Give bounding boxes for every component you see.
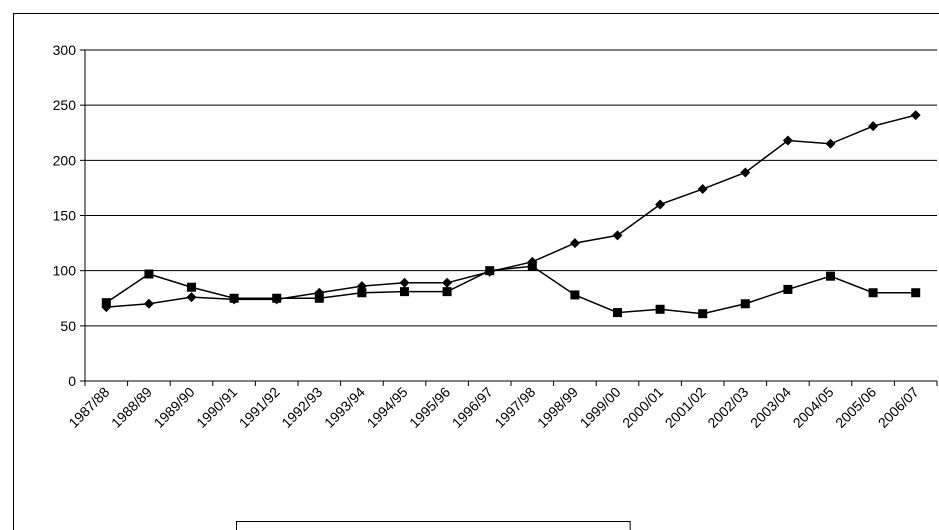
x-tick-label: 1994/95 [364, 384, 411, 431]
x-tick-label: 1993/94 [321, 384, 368, 431]
x-tick-label: 2005/06 [832, 384, 879, 431]
marker-diamond [442, 277, 453, 288]
marker-diamond [186, 292, 197, 303]
y-tick-label: 0 [68, 373, 76, 389]
x-tick-label: 1995/96 [406, 384, 453, 431]
marker-diamond [655, 199, 666, 210]
x-tick-label: 2002/03 [704, 384, 751, 431]
marker-square [613, 308, 622, 318]
marker-square [698, 309, 708, 319]
series-line [106, 114, 916, 308]
legend-box [236, 521, 631, 530]
marker-square [783, 284, 793, 294]
marker-square [272, 293, 282, 303]
marker-diamond [612, 230, 623, 241]
y-tick-label: 250 [53, 97, 77, 113]
marker-square [868, 288, 878, 298]
x-tick-label: 1996/97 [449, 384, 496, 431]
x-tick-label: 1988/89 [108, 384, 155, 431]
legend: Area Sembrada (Has)Precio (U$S corriente… [236, 521, 631, 530]
y-tick-label: 150 [53, 208, 77, 224]
marker-diamond [825, 138, 836, 149]
x-tick-label: 2000/01 [619, 384, 666, 431]
x-tick-label: 1997/98 [491, 384, 538, 431]
y-tick-label: 50 [60, 318, 76, 334]
x-tick-label: 1991/92 [236, 384, 283, 431]
marker-square [229, 293, 239, 303]
chart-border [13, 13, 939, 530]
marker-diamond [910, 110, 921, 121]
marker-diamond [143, 298, 154, 309]
marker-square [826, 271, 835, 281]
x-tick-label: 2006/07 [875, 384, 922, 431]
marker-square [485, 266, 495, 276]
y-tick-label: 300 [53, 42, 77, 58]
x-tick-label: 1999/00 [577, 384, 624, 431]
x-tick-label: 2001/02 [662, 384, 709, 431]
x-tick-label: 1998/99 [534, 384, 581, 431]
marker-diamond [569, 238, 580, 249]
x-tick-label: 1987/88 [65, 384, 112, 431]
x-tick-label: 2003/04 [747, 384, 794, 431]
x-tick-label: 1989/90 [151, 384, 198, 431]
marker-diamond [399, 277, 410, 288]
marker-diamond [782, 135, 793, 146]
marker-square [144, 269, 154, 279]
marker-square [527, 261, 537, 271]
marker-square [740, 299, 750, 309]
marker-diamond [697, 184, 708, 195]
y-tick-label: 100 [53, 263, 77, 279]
x-tick-label: 2004/05 [790, 384, 837, 431]
marker-square [655, 304, 665, 314]
marker-square [357, 288, 367, 298]
marker-square [187, 282, 196, 292]
y-tick-label: 200 [53, 152, 77, 168]
marker-square [400, 287, 409, 297]
marker-square [570, 290, 580, 300]
series-line [105, 265, 916, 315]
marker-square [911, 288, 921, 298]
marker-square [101, 298, 111, 308]
marker-square [314, 293, 324, 303]
marker-diamond [740, 167, 751, 178]
x-tick-label: 1992/93 [278, 384, 325, 431]
marker-diamond [868, 121, 879, 132]
marker-square [442, 287, 452, 297]
x-tick-label: 1990/91 [193, 384, 240, 431]
